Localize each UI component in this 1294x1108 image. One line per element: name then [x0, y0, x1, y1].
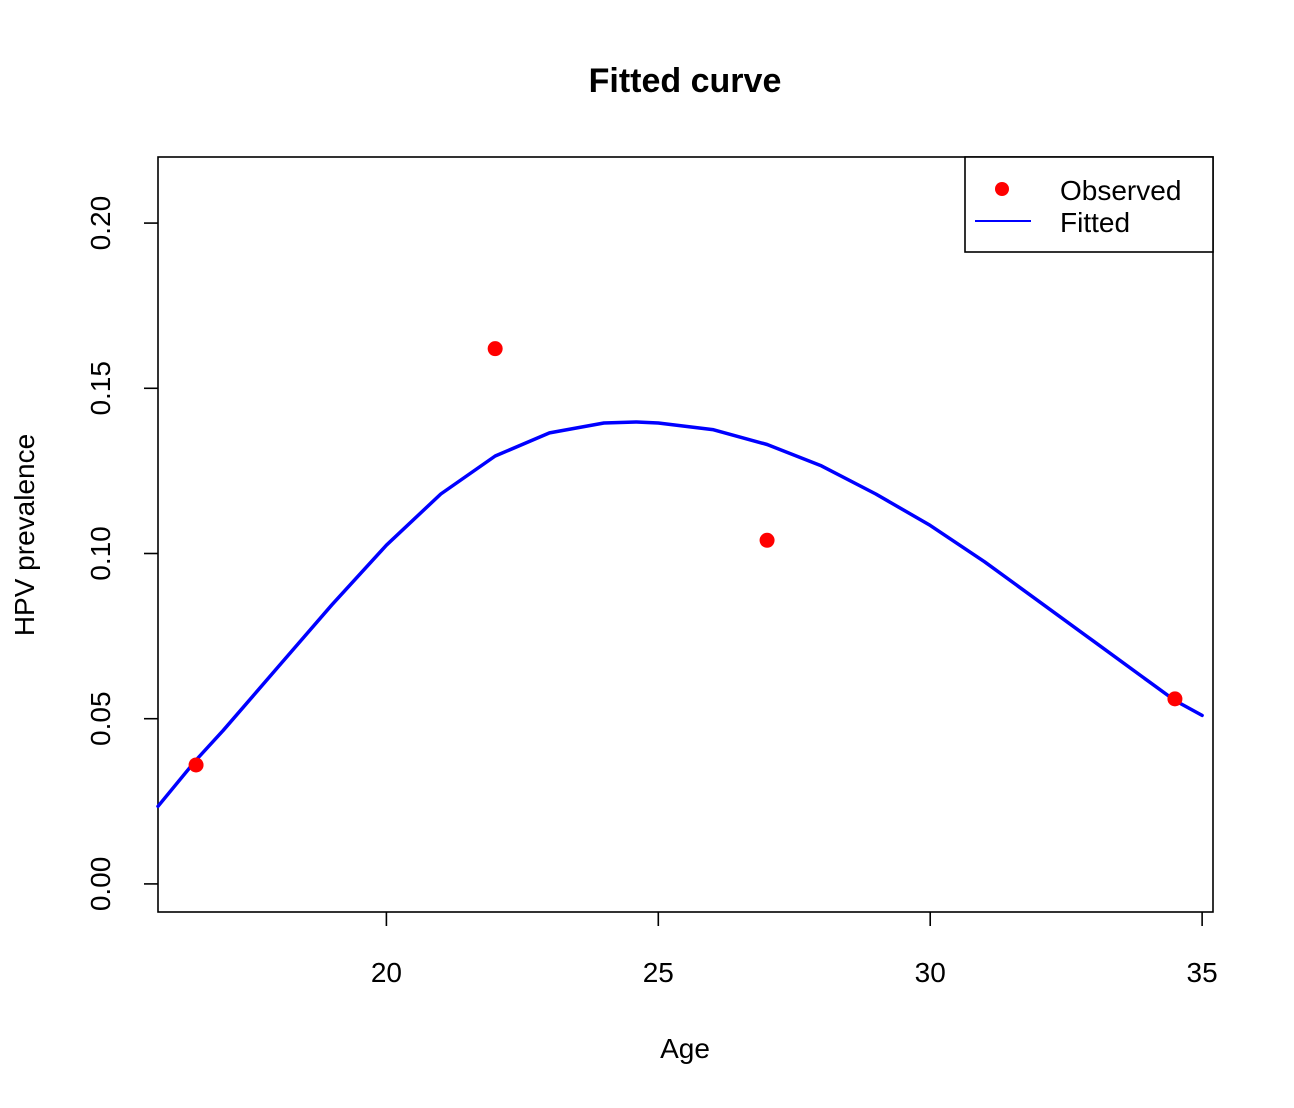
observed-point [759, 532, 775, 548]
x-tick-label: 35 [1187, 957, 1218, 988]
y-tick-label: 0.10 [85, 526, 116, 581]
x-axis-label: Age [660, 1033, 710, 1064]
y-tick-label: 0.15 [85, 361, 116, 416]
x-tick-label: 30 [915, 957, 946, 988]
legend-observed-marker [995, 182, 1009, 196]
x-tick-label: 25 [643, 957, 674, 988]
legend: Observed Fitted [964, 156, 1214, 253]
chart-title: Fitted curve [589, 62, 782, 100]
y-axis-label: HPV prevalence [9, 434, 40, 636]
observed-point [1167, 691, 1183, 707]
y-axis: 0.00 0.05 0.10 0.15 0.20 [85, 196, 158, 911]
y-tick-label: 0.00 [85, 857, 116, 912]
plot-area [156, 341, 1204, 809]
observed-point [487, 341, 503, 357]
observed-point [188, 757, 204, 773]
x-axis: 20 25 30 35 [371, 912, 1218, 988]
legend-observed-label: Observed [1060, 175, 1181, 206]
plot-frame [157, 156, 1214, 913]
y-tick-label: 0.05 [85, 691, 116, 746]
legend-box [964, 156, 1214, 253]
legend-fitted-label: Fitted [1060, 207, 1130, 238]
x-tick-label: 20 [371, 957, 402, 988]
y-tick-label: 0.20 [85, 196, 116, 251]
fitted-curve [156, 420, 1204, 809]
